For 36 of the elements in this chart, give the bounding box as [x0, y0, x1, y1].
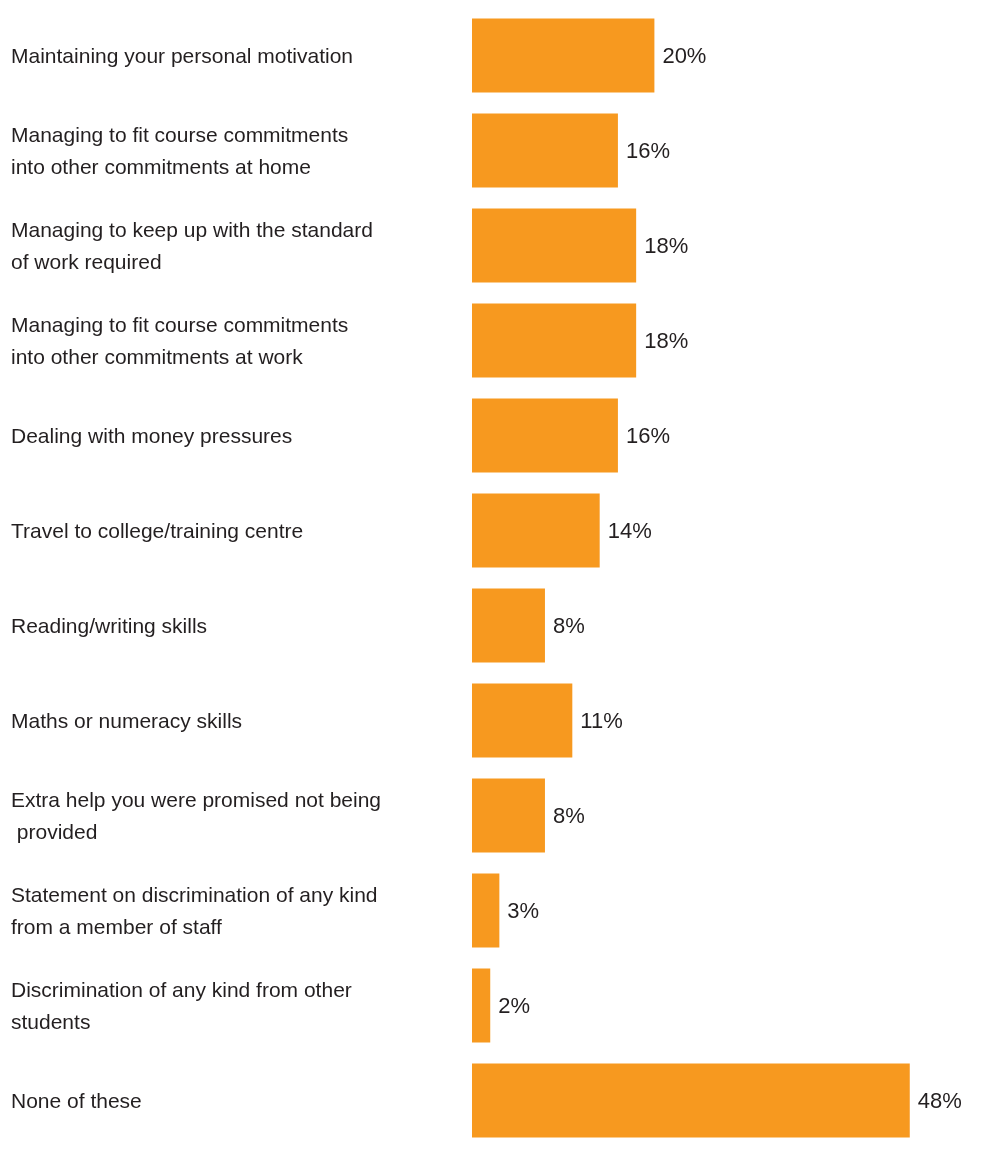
y-tick-label: Travel to college/training centre: [11, 519, 304, 542]
data-label: 16%: [625, 138, 670, 163]
data-label: 8%: [552, 613, 585, 638]
bar: [472, 683, 573, 758]
y-tick-label: Dealing with money pressures: [11, 424, 293, 447]
y-tick-label: Extra help you were promised not being provided: [11, 788, 382, 843]
y-tick-label: Maths or numeracy skills: [11, 709, 243, 732]
bar: [472, 588, 545, 663]
y-tick-label: None of these: [11, 1089, 142, 1112]
y-tick-label: Discrimination of any kind from other students: [11, 978, 358, 1033]
data-label: 16%: [625, 423, 670, 448]
y-tick-label: Maintaining your personal motivation: [11, 44, 354, 67]
bar: [472, 873, 500, 948]
y-tick-label: Managing to fit course commitments into other commitments at home: [11, 123, 355, 178]
bar: [472, 778, 545, 853]
data-label: 18%: [644, 328, 689, 353]
data-label: 3%: [507, 898, 540, 923]
data-label: 14%: [607, 518, 652, 543]
bar: [472, 303, 637, 378]
bar: [472, 18, 655, 93]
data-label: 8%: [552, 803, 585, 828]
bar: [472, 208, 637, 283]
y-tick-label: Reading/writing skills: [11, 614, 208, 637]
data-label: 20%: [662, 43, 707, 68]
bar: [472, 1063, 910, 1138]
y-tick-label: Managing to keep up with the standard of work required: [11, 218, 379, 273]
data-label: 11%: [580, 708, 623, 733]
bar: [472, 968, 491, 1043]
data-label: 18%: [644, 233, 689, 258]
data-label: 48%: [917, 1088, 962, 1113]
y-tick-label: Managing to fit course commitments into other commitments at work: [11, 313, 355, 368]
bar: [472, 398, 618, 473]
bar: [472, 113, 618, 188]
data-label: 2%: [498, 993, 531, 1018]
y-tick-label: Statement on discrimination of any kind from a member of staff: [11, 883, 384, 938]
bar: [472, 493, 600, 568]
